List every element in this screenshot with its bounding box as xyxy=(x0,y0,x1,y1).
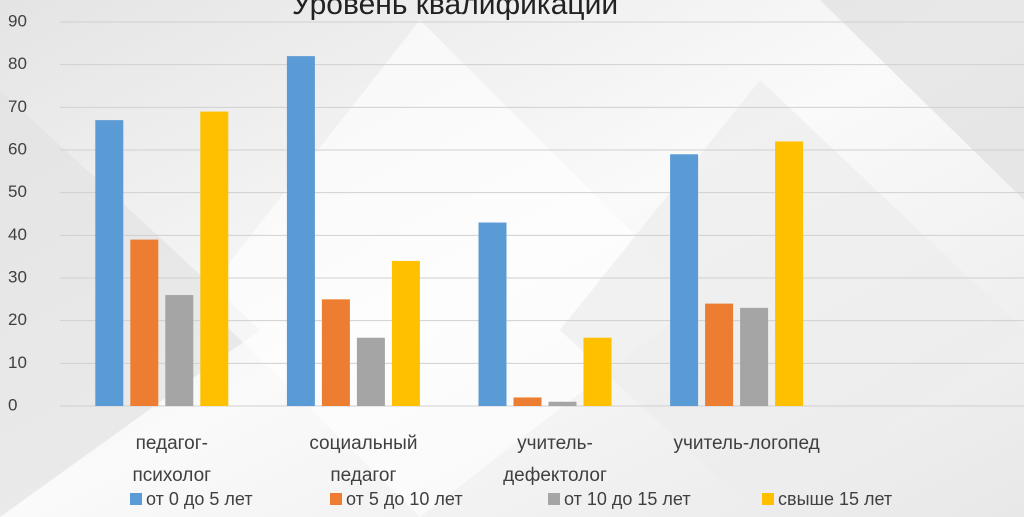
legend-swatch xyxy=(548,493,560,505)
bar xyxy=(286,56,315,407)
x-tick-label: педагог-психолог xyxy=(132,433,212,486)
legend-swatch xyxy=(762,493,774,505)
bar xyxy=(391,260,420,406)
legend-label: свыше 15 лет xyxy=(778,489,892,509)
legend-label: от 0 до 5 лет xyxy=(146,489,253,509)
bar xyxy=(705,303,734,406)
y-tick-label: 40 xyxy=(8,225,27,244)
y-tick-label: 10 xyxy=(8,353,27,372)
y-tick-label: 80 xyxy=(8,54,27,73)
bar xyxy=(478,222,507,406)
y-tick-label: 30 xyxy=(8,267,27,286)
bar xyxy=(670,154,699,406)
bar xyxy=(356,337,385,406)
y-tick-label: 60 xyxy=(8,139,27,158)
y-tick-label: 90 xyxy=(8,11,27,30)
x-tick-label: учитель-дефектолог xyxy=(503,433,607,486)
y-tick-label: 70 xyxy=(8,97,27,116)
x-tick-label: учитель-логопед xyxy=(673,433,820,454)
bar xyxy=(513,397,542,406)
bar xyxy=(165,295,194,406)
bar xyxy=(740,307,769,406)
bar xyxy=(95,120,124,406)
legend-label: от 10 до 15 лет xyxy=(564,489,691,509)
bar xyxy=(548,401,577,406)
legend-swatch xyxy=(130,493,142,505)
legend-label: от 5 до 10 лет xyxy=(346,489,463,509)
bar xyxy=(583,337,612,406)
y-tick-label: 20 xyxy=(8,310,27,329)
bar xyxy=(200,111,229,406)
y-tick-label: 0 xyxy=(8,395,17,414)
bar xyxy=(775,141,804,406)
x-tick-label: социальный педагог xyxy=(309,433,418,486)
legend-swatch xyxy=(330,493,342,505)
bar xyxy=(321,299,350,406)
y-tick-label: 50 xyxy=(8,182,27,201)
chart-title: Уровень квалификации xyxy=(292,0,618,21)
bar xyxy=(130,239,159,406)
bg-shape xyxy=(0,90,260,517)
